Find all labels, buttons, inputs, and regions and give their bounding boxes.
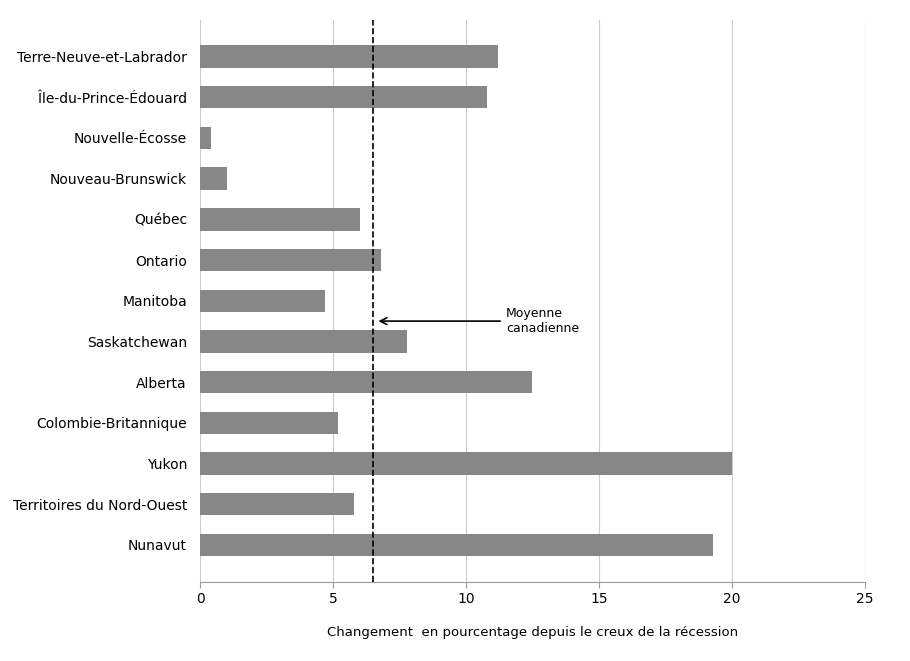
- Text: Moyenne
canadienne: Moyenne canadienne: [380, 307, 579, 335]
- Bar: [200, 167, 227, 190]
- Bar: [200, 452, 732, 475]
- Bar: [200, 46, 498, 68]
- Bar: [200, 533, 713, 556]
- Bar: [200, 493, 354, 516]
- Bar: [200, 412, 339, 434]
- Bar: [200, 127, 211, 149]
- Bar: [200, 86, 487, 108]
- X-axis label: Changement  en pourcentage depuis le creux de la récession: Changement en pourcentage depuis le creu…: [327, 625, 738, 639]
- Bar: [200, 371, 532, 393]
- Bar: [200, 330, 408, 353]
- Bar: [200, 249, 381, 271]
- Bar: [200, 290, 325, 312]
- Bar: [200, 208, 359, 231]
